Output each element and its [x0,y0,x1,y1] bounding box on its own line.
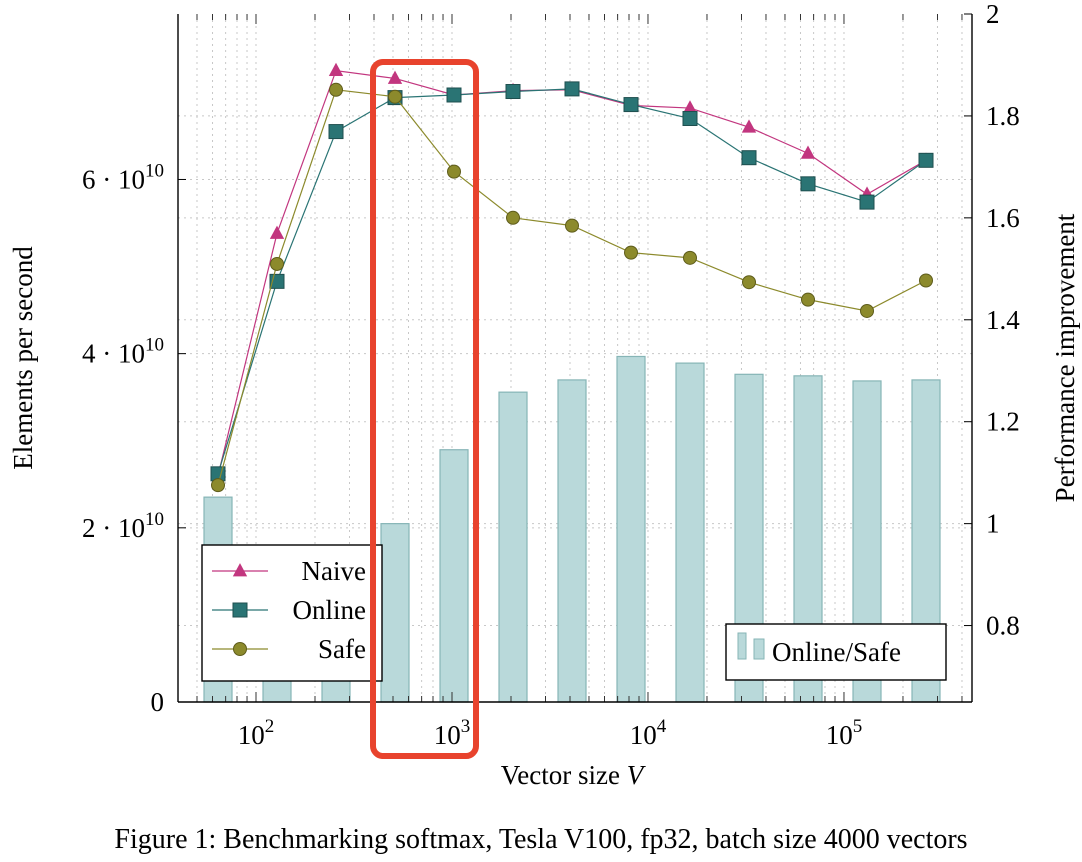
point-safe [211,478,226,493]
y2-tick-label: 1 [986,509,1000,539]
y2-tick-label: 0.8 [986,611,1020,641]
point-safe [329,82,344,97]
y-tick-label: 2 · 1010 [82,509,164,543]
y2-tick-label: 2 [986,0,1000,29]
y2-tick-label: 1.6 [986,203,1020,233]
legend-bar-swatch [753,638,765,660]
y-tick-label: 6 · 1010 [82,160,164,194]
legend-bar-swatch [737,632,747,660]
point-online [859,194,875,210]
point-safe [624,245,639,260]
y-tick-label: 0 [151,687,165,717]
legend-label-naive: Naive [302,556,366,586]
x-axis-title: Vector size V [501,760,647,790]
bar-online-safe [616,355,646,703]
point-online [918,152,934,168]
bar-online-safe [439,449,469,703]
y-tick-label: 4 · 1010 [82,335,164,369]
legend-marker-safe [233,642,247,656]
point-naive [800,145,816,159]
legend-marker-online [232,602,248,618]
y2-tick-label: 1.4 [986,305,1020,335]
point-safe [742,275,757,290]
x-tick-label: 103 [434,716,471,750]
y-axis-title: Elements per second [8,246,38,470]
grid-layer [177,14,972,702]
point-safe [388,89,403,104]
point-naive [387,70,403,84]
point-safe [683,250,698,265]
x-tick-label: 104 [630,716,667,750]
y2-tick-label: 1.2 [986,407,1020,437]
y2-tick-label: 1.8 [986,101,1020,131]
point-safe [860,303,875,318]
point-online [682,111,698,127]
point-safe [565,218,580,233]
point-online [505,84,521,100]
axis-layer: 102 103 104 105 0 2 · 1010 4 · 1010 6 · 1010 0.8… [82,0,1020,750]
bar-online-safe [675,362,705,703]
point-safe [919,273,934,288]
benchmark-chart: 102 103 104 105 0 2 · 1010 4 · 1010 6 · 1010 0.8… [8,0,1080,790]
x-tick-label: 102 [238,716,275,750]
legend-label-safe: Safe [318,634,366,664]
point-online [328,124,344,140]
x-tick-label: 105 [826,716,863,750]
legend-marker-naive [232,563,248,577]
point-naive [328,62,344,77]
point-online [623,97,639,113]
legend-bars: Online/Safe [725,623,947,681]
point-online [800,176,816,192]
highlight-box [370,59,480,759]
point-safe [801,292,816,307]
legend-box [201,544,383,682]
point-online [741,150,757,166]
point-naive [269,225,285,239]
point-safe [270,256,285,271]
point-safe [447,164,462,179]
figure-caption: Figure 1: Benchmarking softmax, Tesla V1… [114,824,968,855]
point-online [446,87,462,103]
legend-label-online: Online [293,595,367,625]
y2-axis-title: Performance improvement [1050,213,1080,502]
point-safe [506,210,521,225]
point-online [564,81,580,97]
legend-lines: Naive Online Safe [201,544,383,682]
bar-online-safe [380,523,410,703]
line-layer [210,62,934,493]
bar-online-safe [498,391,528,703]
legend-label-online-safe: Online/Safe [772,637,901,667]
point-naive [741,119,757,133]
bar-online-safe [557,379,587,703]
